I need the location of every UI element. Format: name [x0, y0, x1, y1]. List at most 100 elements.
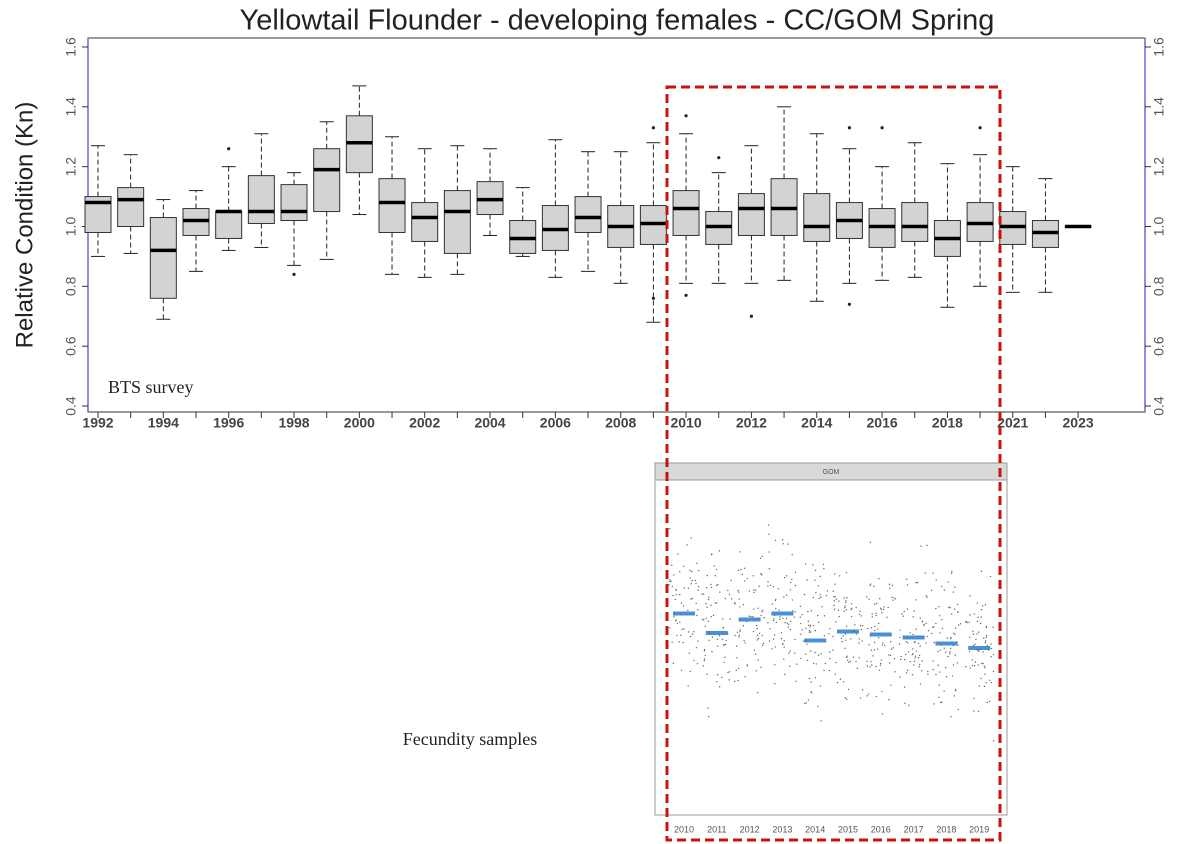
jitter-dot	[977, 664, 979, 666]
jitter-dot	[682, 565, 685, 567]
jitter-dot	[935, 607, 937, 610]
y-tick-label: 0.4	[1151, 396, 1167, 416]
jitter-dot	[905, 578, 908, 581]
jitter-dot	[878, 578, 880, 580]
jitter-dot	[819, 594, 821, 596]
jitter-dot	[977, 631, 980, 633]
jitter-dot	[744, 676, 746, 678]
jitter-dot	[762, 642, 765, 645]
jitter-dot	[846, 659, 849, 661]
jitter-dot	[706, 574, 708, 577]
jitter-dot	[911, 674, 914, 676]
jitter-dot	[945, 676, 948, 678]
jitter-dot	[930, 589, 933, 592]
jitter-dot	[743, 567, 746, 570]
jitter-dot	[810, 681, 812, 683]
jitter-dot	[808, 629, 811, 632]
jitter-dot	[859, 697, 862, 699]
jitter-dot	[869, 666, 871, 668]
jitter-dot	[819, 575, 821, 578]
x-tick-label: 2004	[474, 415, 505, 431]
jitter-dot	[957, 611, 959, 613]
jitter-dot	[679, 593, 681, 596]
jitter-dot	[984, 640, 987, 642]
jitter-dot	[873, 629, 876, 632]
jitter-dot	[976, 602, 979, 604]
jitter-dot	[879, 664, 882, 666]
jitter-dot	[927, 630, 930, 632]
jitter-dot	[868, 598, 870, 601]
jitter-dot	[939, 615, 941, 617]
jitter-dot	[849, 660, 851, 663]
jitter-dot	[679, 570, 681, 573]
x-tick-label: 2018	[932, 415, 963, 431]
jitter-dot	[918, 654, 921, 657]
jitter-dot	[932, 660, 934, 662]
jitter-dot	[832, 635, 834, 638]
jitter-dot	[974, 643, 976, 646]
jitter-dot	[941, 701, 943, 704]
jitter-dot	[682, 605, 685, 607]
jitter-dot	[943, 690, 945, 692]
y-tick-label: 1.2	[63, 157, 79, 177]
jitter-dot	[921, 660, 924, 662]
jitter-dot	[746, 620, 748, 623]
jitter-dot	[919, 617, 921, 619]
jitter-dot	[708, 639, 710, 642]
jitter-dot	[698, 585, 700, 588]
jitter-dot	[932, 626, 934, 628]
jitter-dot	[839, 678, 842, 680]
jitter-dot	[881, 644, 884, 646]
jitter-dot	[773, 614, 776, 617]
jitter-dot	[947, 581, 949, 583]
jitter-dot	[737, 667, 740, 670]
jitter-dot	[703, 658, 706, 660]
jitter-dot	[954, 586, 956, 589]
jitter-dot	[814, 630, 817, 632]
jitter-dot	[899, 636, 901, 639]
jitter-dot	[875, 614, 877, 617]
x-tick-label: 2017	[904, 824, 924, 834]
outlier	[684, 293, 688, 297]
jitter-dot	[933, 703, 935, 705]
jitter-dot	[950, 637, 952, 640]
jitter-dot	[807, 610, 809, 613]
jitter-dot	[905, 672, 908, 674]
jitter-dot	[800, 657, 802, 660]
jitter-dot	[710, 616, 712, 618]
jitter-dot	[866, 660, 868, 663]
jitter-dot	[842, 635, 844, 637]
jitter-dot	[777, 588, 780, 590]
jitter-dot	[785, 617, 788, 619]
jitter-dot	[850, 603, 853, 605]
jitter-dot	[779, 616, 781, 618]
jitter-dot	[990, 655, 992, 658]
jitter-dot	[710, 553, 713, 555]
jitter-dot	[737, 679, 739, 682]
jitter-dot	[969, 636, 971, 638]
jitter-dot	[890, 684, 892, 686]
jitter-dot	[778, 609, 780, 611]
jitter-dot	[935, 673, 937, 676]
jitter-dot	[825, 594, 828, 597]
jitter-dot	[888, 698, 890, 701]
jitter-dot	[752, 630, 755, 633]
jitter-dot	[983, 685, 986, 688]
jitter-dot	[794, 571, 797, 573]
jitter-dot	[844, 697, 847, 699]
jitter-dot	[690, 570, 693, 573]
jitter-dot	[693, 630, 695, 633]
inset-panel-label: GOM	[823, 469, 840, 476]
jitter-dot	[789, 650, 791, 652]
jitter-dot	[950, 636, 952, 639]
jitter-dot	[870, 661, 872, 663]
annotation: BTS survey	[108, 377, 194, 397]
jitter-dot	[697, 589, 699, 591]
jitter-dot	[871, 616, 873, 618]
jitter-dot	[925, 595, 927, 597]
jitter-dot	[870, 649, 873, 651]
jitter-dot	[892, 647, 894, 649]
jitter-dot	[787, 543, 789, 545]
jitter-dot	[898, 643, 901, 645]
jitter-dot	[969, 667, 971, 669]
